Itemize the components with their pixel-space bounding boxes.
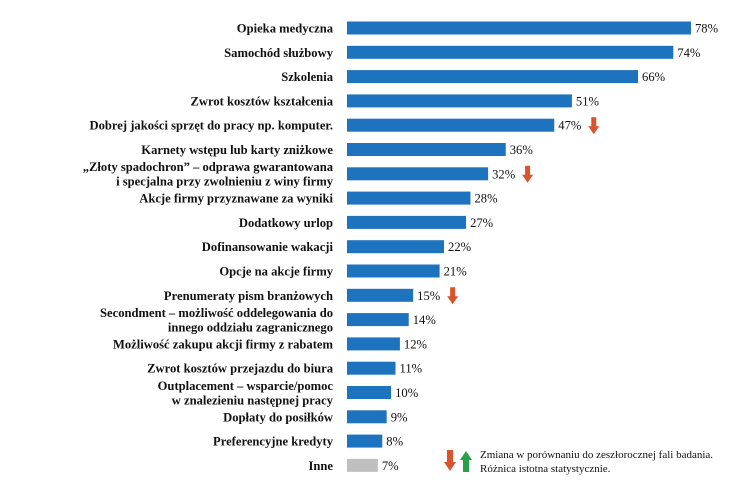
bar-row: Dobrej jakości sprzęt do pracy np. kompu… [90, 117, 600, 135]
bar-row: „Złoty spadochron” – odprawa gwarantowan… [83, 160, 534, 189]
bar-row: Samochód służbowy 74% [224, 45, 701, 60]
value-label: 74% [677, 46, 701, 60]
legend: Zmiana w porównaniu do zeszłorocznej fal… [444, 448, 748, 478]
bar [347, 70, 639, 84]
arrow-down-icon [588, 117, 600, 135]
value-label: 78% [695, 22, 719, 36]
legend-arrows [444, 450, 472, 472]
bar-row: Zwrot kosztów przejazdu do biura 11% [147, 361, 423, 376]
category-label: Prenumeraty pism branżowych [164, 289, 333, 303]
value-label: 8% [386, 435, 403, 449]
bar-row: Szkolenia 66% [281, 70, 666, 84]
bar-row: Prenumeraty pism branżowych 15% [164, 287, 459, 305]
bar-row: Dopłaty do posiłków 9% [223, 410, 408, 424]
value-label: 36% [510, 143, 534, 157]
category-label: Dobrej jakości sprzęt do pracy np. kompu… [90, 119, 333, 133]
category-label: Szkolenia [281, 70, 333, 84]
value-label: 7% [382, 459, 399, 473]
bar-row: Inne 7% [309, 458, 399, 473]
bar [347, 337, 400, 351]
bar [347, 361, 396, 375]
value-label: 28% [474, 192, 498, 206]
value-label: 15% [417, 289, 441, 303]
legend-line-2: Różnica istotna statystycznie. [480, 463, 611, 475]
category-label: Secondment – możliwość oddelegowania do [100, 306, 333, 320]
category-label: innego oddziału zagranicznego [168, 320, 333, 334]
bar [347, 143, 506, 156]
legend-arrow-up-icon [460, 451, 472, 472]
category-label: Outplacement – wsparcie/pomoc [158, 379, 334, 393]
bar [347, 410, 387, 424]
value-label: 21% [444, 265, 468, 279]
bar [347, 264, 440, 278]
bar-row: Opieka medyczna 78% [237, 21, 719, 36]
category-label: Preferencyjne kredyty [213, 435, 334, 449]
category-label: Możliwość zakupu akcji firmy z rabatem [113, 337, 334, 351]
bar-row: Secondment – możliwość oddelegowania doi… [100, 306, 436, 335]
arrow-down-icon [522, 165, 534, 183]
legend-text: Zmiana w porównaniu do zeszłorocznej fal… [480, 448, 713, 476]
value-label: 22% [448, 240, 472, 254]
bar [347, 118, 555, 132]
bar [347, 167, 489, 181]
legend-arrow-down-icon [444, 450, 456, 471]
bar [347, 240, 445, 254]
value-label: 12% [404, 337, 428, 351]
bar [347, 458, 378, 472]
bar [347, 21, 691, 35]
arrow-down-icon [447, 287, 459, 305]
category-label: Inne [309, 459, 334, 473]
value-label: 11% [400, 362, 423, 376]
category-label: Dodatkowy urlop [239, 216, 333, 230]
legend-line-1: Zmiana w porównaniu do zeszłorocznej fal… [480, 449, 714, 461]
value-label: 66% [642, 70, 666, 84]
bar [347, 45, 674, 59]
value-label: 27% [470, 216, 494, 230]
category-label: Dopłaty do posiłków [223, 410, 334, 424]
category-label: Zwrot kosztów przejazdu do biura [147, 362, 334, 376]
bar-row: Akcje firmy przyznawane za wyniki 28% [139, 191, 498, 206]
value-label: 14% [413, 313, 437, 327]
value-label: 32% [492, 167, 516, 181]
bar-row: Dodatkowy urlop 27% [239, 215, 494, 230]
category-label: Opieka medyczna [237, 22, 334, 36]
value-label: 47% [558, 119, 582, 133]
category-label: Opcje na akcje firmy [219, 265, 333, 279]
bar [347, 386, 392, 399]
value-label: 9% [391, 410, 408, 424]
bar-row: Preferencyjne kredyty 8% [213, 434, 404, 449]
bar-row: Możliwość zakupu akcji firmy z rabatem 12… [113, 337, 428, 351]
bar [347, 215, 467, 229]
bar-row: Dofinansowanie wakacji 22% [202, 240, 472, 254]
bar [347, 94, 572, 108]
bar [347, 191, 471, 205]
category-label: w znalezieniu następnej pracy [172, 393, 334, 407]
bar [347, 434, 383, 448]
bar-row: Zwrot kosztów kształcenia 51% [191, 94, 600, 108]
bar [347, 313, 409, 327]
category-label: Karnety wstępu lub karty zniżkowe [141, 143, 333, 157]
value-label: 10% [395, 386, 419, 400]
value-label: 51% [576, 94, 600, 108]
bar [347, 288, 414, 302]
category-label: Samochód służbowy [224, 46, 334, 60]
category-label: Dofinansowanie wakacji [202, 240, 334, 254]
category-label: „Złoty spadochron” – odprawa gwarantowan… [83, 160, 334, 174]
bar-row: Opcje na akcje firmy 21% [219, 264, 468, 279]
category-label: i specjalna przy zwolnieniu z winy firmy [116, 175, 334, 189]
category-label: Zwrot kosztów kształcenia [191, 94, 334, 108]
category-label: Akcje firmy przyznawane za wyniki [139, 192, 333, 206]
bar-row: Karnety wstępu lub karty zniżkowe 36% [141, 143, 533, 157]
